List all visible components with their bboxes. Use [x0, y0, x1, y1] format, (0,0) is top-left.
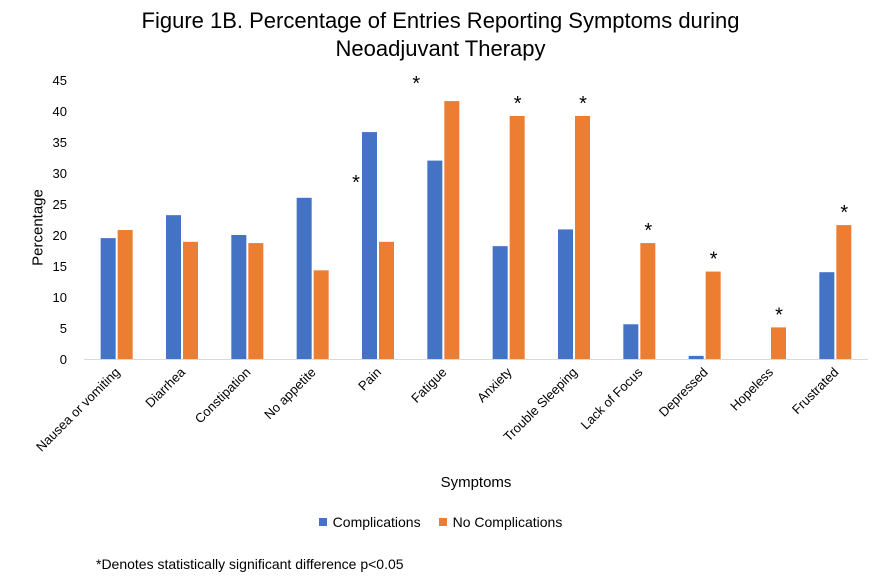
bar-complications-depressed — [688, 355, 704, 359]
bar-no-complications-lack-of-focus — [640, 243, 656, 359]
bar-no-complications-depressed — [705, 271, 721, 359]
significance-marker-pain: * — [352, 172, 360, 194]
bar-complications-trouble-sleeping — [558, 229, 573, 359]
legend-label-complications: Complications — [332, 514, 421, 530]
bar-no-complications-diarrhea — [183, 241, 198, 359]
legend: Complications No Complications — [0, 514, 881, 530]
legend-label-no-complications: No Complications — [452, 514, 563, 530]
y-tick-label: 15 — [53, 259, 67, 274]
x-axis-label: Symptoms — [440, 474, 512, 491]
x-tick-label-depressed: Depressed — [656, 365, 711, 420]
bar-complications-diarrhea — [166, 215, 181, 359]
bar-no-complications-constipation — [248, 243, 264, 359]
significance-marker-frustrated: * — [840, 202, 848, 224]
y-axis-label-wrap: Percentage — [24, 189, 52, 266]
y-tick-label: 30 — [53, 166, 67, 181]
y-tick-label: 25 — [53, 197, 67, 212]
legend-swatch-no-complications — [438, 518, 447, 526]
significance-marker-trouble-sleeping: * — [579, 93, 587, 115]
bar-no-complications-pain — [379, 241, 394, 359]
y-tick-label: 5 — [60, 321, 67, 336]
x-tick-label-constipation: Constipation — [192, 365, 254, 427]
significance-marker-fatigue: * — [412, 73, 420, 95]
bar-complications-no-appetite — [296, 197, 312, 359]
x-tick-label-pain: Pain — [355, 365, 384, 394]
bar-complications-frustrated — [819, 272, 835, 359]
chart-title-line-1: Figure 1B. Percentage of Entries Reporti… — [141, 8, 740, 33]
bar-complications-fatigue — [427, 160, 443, 359]
y-tick-label: 45 — [53, 73, 67, 88]
significance-marker-depressed: * — [710, 249, 718, 271]
legend-swatch-complications — [318, 518, 327, 526]
bar-no-complications-trouble-sleeping — [575, 115, 590, 360]
x-tick-label-fatigue: Fatigue — [408, 365, 449, 406]
y-tick-label: 40 — [53, 104, 67, 119]
x-tick-label-no-appetite: No appetite — [261, 365, 319, 423]
legend-item-no-complications: No Complications — [438, 514, 563, 530]
bar-no-complications-anxiety — [509, 115, 525, 360]
chart-title-line-2: Neoadjuvant Therapy — [335, 36, 546, 61]
x-tick-label-nausea-or-vomiting: Nausea or vomiting — [33, 365, 123, 455]
bar-complications-constipation — [231, 235, 247, 359]
x-tick-label-frustrated: Frustrated — [789, 365, 842, 418]
y-tick-label: 35 — [53, 135, 67, 150]
y-tick-label: 0 — [60, 352, 67, 367]
y-axis-label: Percentage — [29, 189, 47, 266]
bar-complications-lack-of-focus — [623, 324, 639, 359]
legend-item-complications: Complications — [318, 514, 421, 530]
bar-complications-nausea-or-vomiting — [100, 238, 116, 359]
y-tick-label: 20 — [53, 228, 67, 243]
bar-no-complications-fatigue — [444, 101, 460, 359]
bar-no-complications-nausea-or-vomiting — [117, 230, 133, 359]
footnote: *Denotes statistically significant diffe… — [96, 556, 404, 572]
significance-marker-anxiety: * — [514, 93, 522, 115]
x-tick-label-lack-of-focus: Lack of Focus — [578, 364, 646, 432]
bar-complications-pain — [362, 132, 377, 359]
x-tick-label-hopeless: Hopeless — [727, 364, 776, 413]
bar-no-complications-frustrated — [836, 225, 852, 359]
x-tick-label-diarrhea: Diarrhea — [142, 364, 188, 410]
y-tick-label: 10 — [53, 290, 67, 305]
bar-complications-anxiety — [492, 246, 508, 359]
bar-no-complications-hopeless — [771, 327, 786, 359]
bar-no-complications-no-appetite — [313, 270, 329, 359]
significance-marker-hopeless: * — [775, 304, 783, 326]
x-tick-label-anxiety: Anxiety — [474, 364, 515, 405]
significance-marker-lack-of-focus: * — [644, 220, 652, 242]
